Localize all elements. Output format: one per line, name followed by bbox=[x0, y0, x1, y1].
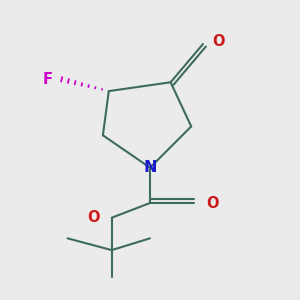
Text: O: O bbox=[212, 34, 224, 49]
Text: N: N bbox=[143, 160, 157, 175]
Text: O: O bbox=[206, 196, 218, 211]
Text: O: O bbox=[87, 210, 100, 225]
Text: F: F bbox=[43, 72, 53, 87]
